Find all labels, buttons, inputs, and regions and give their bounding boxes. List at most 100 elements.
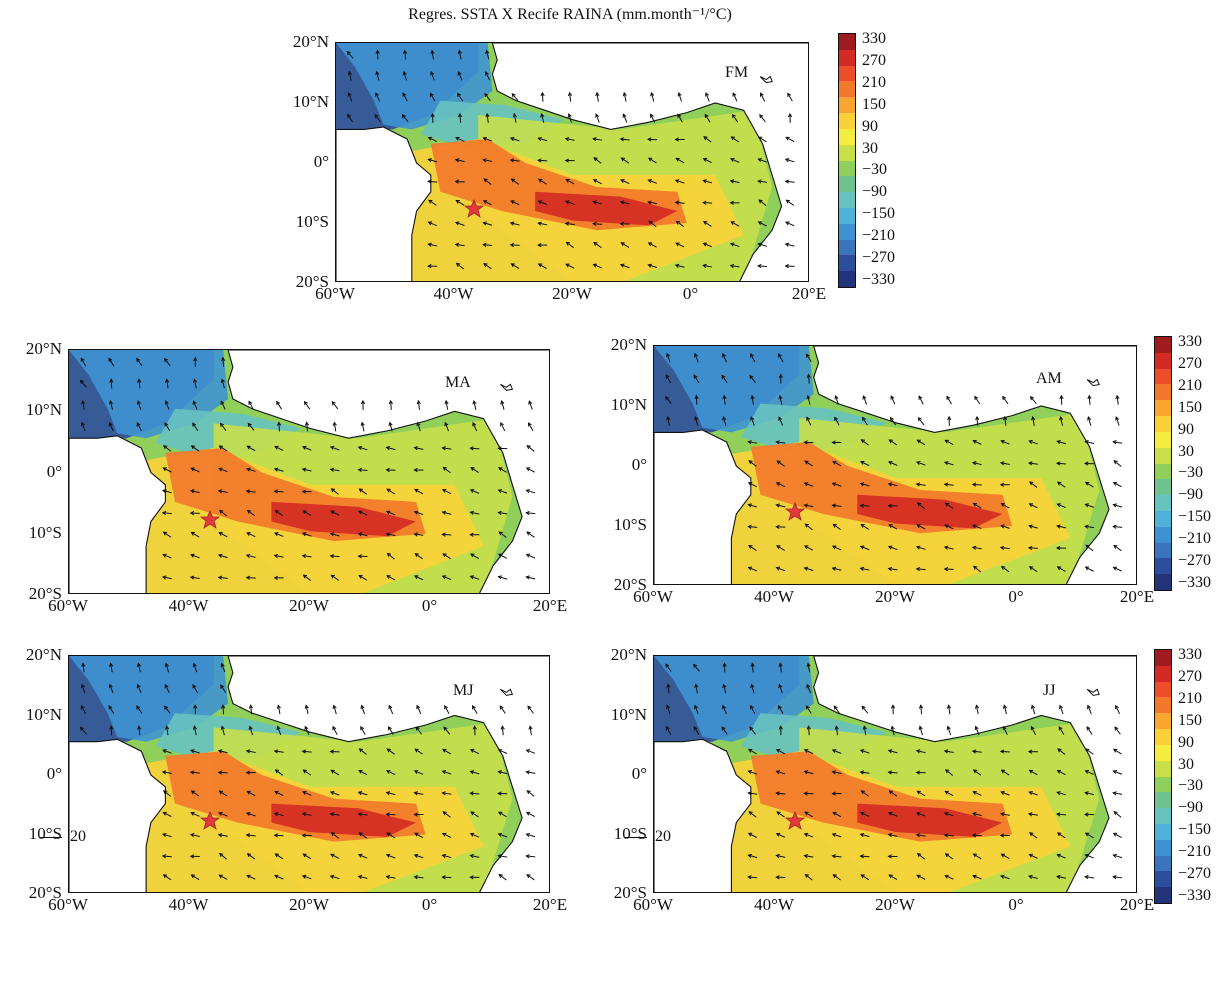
wind-vector-head — [388, 399, 393, 405]
wind-vector-head — [430, 70, 435, 76]
wind-vector — [498, 531, 507, 538]
wind-vector — [1029, 791, 1038, 796]
wind-vector-head — [747, 503, 752, 508]
wind-vector — [414, 854, 424, 859]
wind-vector — [330, 555, 340, 558]
wind-vector-head — [887, 545, 893, 550]
wind-vector-head — [1002, 725, 1007, 731]
wind-vector-head — [674, 179, 680, 184]
wind-vector — [751, 663, 754, 673]
wind-vector — [191, 531, 200, 538]
wind-vector-head — [429, 92, 434, 97]
wind-vector-head — [441, 875, 446, 880]
wind-vector — [218, 750, 228, 754]
wind-vector-head — [358, 832, 363, 837]
wind-vector-head — [413, 510, 419, 515]
wind-vector — [860, 524, 870, 530]
wind-vector-head — [1000, 769, 1006, 774]
wind-vector-head — [331, 401, 336, 406]
wind-vector-head — [189, 489, 195, 494]
wind-vector — [414, 876, 424, 879]
wind-vector-head — [564, 158, 569, 163]
wind-vector — [526, 811, 535, 818]
wind-vector — [748, 504, 758, 508]
longitude-tick-label: 60°W — [315, 284, 355, 303]
wind-vector — [274, 750, 284, 753]
wind-vector — [470, 489, 480, 494]
wind-vector — [442, 854, 452, 859]
wind-vector-head — [510, 178, 516, 183]
wind-vector — [247, 790, 256, 797]
wind-vector-head — [1084, 566, 1090, 571]
wind-vector — [414, 488, 424, 495]
wind-vector-head — [619, 263, 625, 268]
wind-vector — [358, 791, 368, 796]
latitude-tick-label: 0° — [46, 461, 62, 481]
wind-vector — [945, 791, 954, 797]
wind-vector-head — [1112, 770, 1118, 774]
colorbar-tick-label: 30 — [1178, 755, 1194, 773]
wind-vector-head — [386, 552, 392, 557]
wind-vector — [593, 179, 602, 185]
wind-vector — [330, 510, 340, 516]
wind-vector-head — [806, 683, 811, 689]
wind-vector-head — [721, 726, 726, 731]
wind-vector-head — [273, 575, 278, 580]
wind-vector — [470, 511, 480, 515]
wind-vector-head — [347, 70, 352, 76]
wind-vector-head — [916, 439, 921, 444]
wind-vector — [860, 855, 870, 858]
wind-vector-head — [161, 770, 167, 775]
wind-vector — [513, 113, 517, 123]
latitude-tick-label: 20°N — [25, 339, 62, 358]
wind-vector-head — [482, 221, 487, 226]
wind-vector — [485, 71, 491, 81]
wind-vector-head — [999, 482, 1005, 487]
wind-vector-head — [161, 854, 167, 859]
wind-vector — [748, 748, 757, 755]
wind-vector — [804, 855, 814, 858]
wind-vector-head — [273, 489, 279, 494]
wind-vector-head — [385, 467, 390, 473]
latitude-tick-label: 10°N — [292, 92, 329, 111]
wind-vector — [776, 545, 785, 551]
wind-vector — [748, 811, 757, 818]
colorbar-segment — [1155, 542, 1171, 559]
wind-vector — [677, 114, 683, 123]
wind-vector-head — [722, 352, 726, 358]
wind-vector — [1001, 853, 1010, 860]
wind-vector-head — [500, 421, 504, 427]
colorbar-segment — [1155, 558, 1171, 575]
wind-vector-head — [469, 770, 475, 775]
wind-vector-head — [497, 510, 502, 515]
latitude-tick-label: 20°S — [28, 584, 62, 603]
wind-vector-head — [832, 874, 837, 879]
wind-vector — [918, 396, 924, 405]
wind-vector — [164, 705, 171, 714]
wind-vector-head — [784, 179, 790, 184]
wind-vector — [193, 663, 198, 673]
wind-vector — [1028, 875, 1038, 879]
wind-vector — [785, 136, 795, 143]
wind-vector-head — [485, 49, 490, 55]
wind-vector — [138, 726, 141, 736]
wind-vector — [455, 159, 465, 163]
wind-vector-head — [136, 683, 141, 689]
wind-vector-head — [778, 662, 783, 667]
longitude-tick-label: 40°W — [754, 587, 794, 606]
colorbar-tick-label: −330 — [862, 271, 896, 288]
longitude-tick-label: 20°E — [1119, 895, 1155, 914]
wind-vector-head — [108, 421, 113, 427]
wind-vector — [470, 749, 480, 755]
wind-vector — [804, 482, 814, 487]
wind-vector-head — [190, 790, 196, 795]
latitude-tick-label: 0° — [631, 455, 647, 474]
wind-vector — [750, 705, 756, 715]
wind-vector-head — [375, 70, 380, 76]
wind-vector-head — [887, 482, 893, 487]
wind-vector-head — [164, 683, 169, 689]
wind-vector-head — [192, 400, 197, 405]
wind-vector-head — [1059, 415, 1064, 421]
wind-vector-head — [329, 874, 335, 879]
wind-vector-head — [702, 200, 707, 205]
